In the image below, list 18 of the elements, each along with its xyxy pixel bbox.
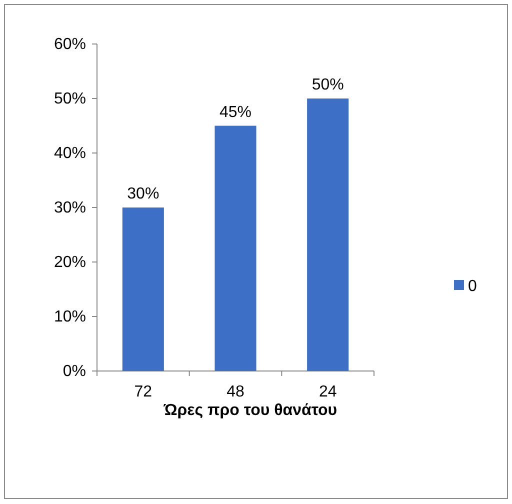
bar	[122, 208, 164, 371]
y-tick-label: 40%	[54, 145, 86, 162]
data-label: 45%	[219, 104, 252, 121]
y-tick-label: 30%	[54, 200, 86, 217]
x-tick-label: 48	[226, 383, 244, 400]
x-tick-label: 24	[318, 383, 337, 400]
bar	[214, 126, 256, 371]
data-label: 30%	[127, 186, 160, 202]
y-tick-label: 0%	[62, 363, 86, 380]
data-label: 50%	[312, 76, 344, 94]
y-tick-label: 10%	[54, 308, 86, 326]
y-tick-label: 60%	[54, 36, 86, 54]
bar	[307, 98, 349, 371]
x-tick-label: 72	[134, 383, 152, 400]
x-axis-title: Ώρες προ του θανάτου	[162, 402, 338, 419]
y-tick-label: 50%	[54, 90, 86, 108]
y-tick-label: 20%	[54, 254, 86, 272]
legend-label: 0	[468, 278, 477, 295]
